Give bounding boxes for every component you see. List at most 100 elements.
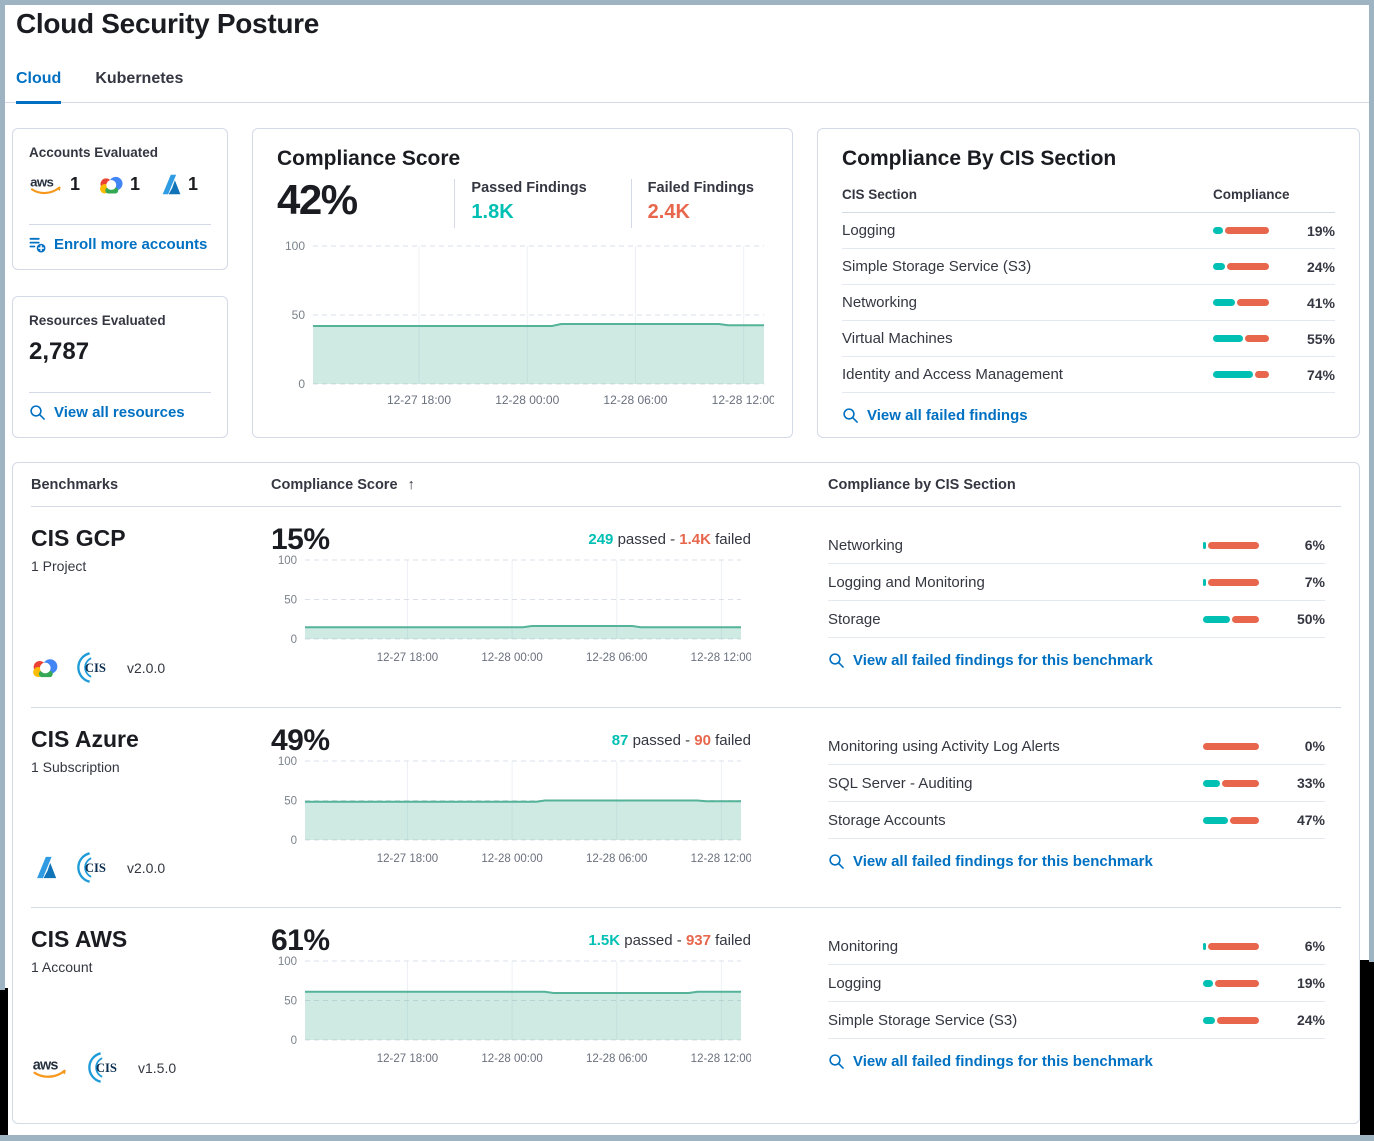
cis-section-row: Logging 19% xyxy=(842,213,1335,249)
findings-stats: Passed Findings 1.8K Failed Findings 2.4… xyxy=(454,179,754,228)
svg-text:12-28 00:00: 12-28 00:00 xyxy=(495,393,559,407)
benchmark-trend-chart: 0 50 100 12-27 18:00 12-28 00:00 12-28 06:00 1… xyxy=(271,756,816,868)
view-all-failed-findings-label: View all failed findings xyxy=(867,407,1028,424)
cis-aws-trend: 0 50 100 12-27 18:00 12-28 00:00 12-28 06:00 1… xyxy=(278,956,751,1065)
compliance-column-header: Compliance xyxy=(1213,187,1290,202)
section-name: Logging and Monitoring xyxy=(828,573,985,591)
benchmark-trend-chart: 0 50 100 12-27 18:00 12-28 00:00 12-28 06:00 1… xyxy=(271,956,816,1068)
benchmark-scope: 1 Subscription xyxy=(31,759,120,775)
cis-table-header: CIS Section Compliance xyxy=(842,187,1335,213)
cis-section-name: Logging xyxy=(842,222,896,239)
search-icon xyxy=(29,404,46,421)
gcp-icon xyxy=(33,659,58,678)
bar-failed-segment xyxy=(1203,742,1259,750)
bar-failed-segment xyxy=(1244,335,1269,342)
compliance-percentage: 6% xyxy=(1304,938,1325,954)
benchmarks-column-header: Benchmarks xyxy=(31,476,119,493)
compliance-percentage: 24% xyxy=(1296,1012,1325,1028)
resources-evaluated-title: Resources Evaluated xyxy=(29,313,166,328)
overall-compliance-trend: 0 50 100 12-27 18:00 12-28 00:00 12-28 06:00 1… xyxy=(285,239,774,407)
compliance-bar xyxy=(1213,299,1269,306)
benchmark-score: 15% xyxy=(271,523,330,556)
section-name: Monitoring xyxy=(828,937,899,955)
svg-text:12-28 06:00: 12-28 06:00 xyxy=(603,393,667,407)
benchmark-trend-chart: 0 50 100 12-27 18:00 12-28 00:00 12-28 06:00 1… xyxy=(271,555,816,667)
compliance-bar xyxy=(1203,615,1259,623)
compliance-percentage: 19% xyxy=(1306,222,1335,239)
bar-failed-segment xyxy=(1255,371,1269,378)
cis-section-row: Networking 41% xyxy=(842,285,1335,321)
svg-text:50: 50 xyxy=(292,308,306,322)
section-name: Monitoring using Activity Log Alerts xyxy=(828,737,1060,755)
svg-text:50: 50 xyxy=(284,996,297,1008)
cis-section-compliance: 41% xyxy=(1213,295,1335,311)
benchmark-sections: Monitoring 6% Logging 19% Simple Storage… xyxy=(816,926,1341,1087)
bar-failed-segment xyxy=(1208,942,1259,950)
compliance-bar xyxy=(1213,263,1269,270)
view-failed-findings-benchmark-link[interactable]: View all failed findings for this benchm… xyxy=(828,1053,1325,1070)
cis-section-name: Simple Storage Service (S3) xyxy=(842,258,1032,275)
benchmark-version: v2.0.0 xyxy=(127,659,166,676)
window-frame-right xyxy=(1369,0,1374,962)
benchmark-score: 49% xyxy=(271,724,330,757)
view-all-resources-link[interactable]: View all resources xyxy=(29,404,211,421)
compliance-percentage: 55% xyxy=(1306,330,1335,347)
provider-count-value: 1 xyxy=(70,174,81,194)
view-failed-findings-benchmark-link[interactable]: View all failed findings for this benchm… xyxy=(828,652,1325,669)
compliance-bar xyxy=(1213,227,1269,234)
bar-failed-segment xyxy=(1232,615,1259,623)
section-name: Storage xyxy=(828,610,881,628)
compliance-percentage: 7% xyxy=(1304,574,1325,590)
failed-findings-value: 2.4K xyxy=(647,201,690,223)
cis-section-rows: Logging 19% Simple Storage Service (S3) … xyxy=(842,213,1335,393)
benchmark-sections: Networking 6% Logging and Monitoring 7% … xyxy=(816,525,1341,687)
bar-passed-segment xyxy=(1203,816,1229,824)
tab-cloud[interactable]: Cloud xyxy=(16,70,62,104)
window-frame-top xyxy=(0,0,1374,5)
bar-failed-segment xyxy=(1227,263,1269,270)
compliance-score-column-header[interactable]: Compliance Score ↑ xyxy=(271,477,816,493)
benchmark-info: CIS GCP 1 Project CIS v2.0.0 xyxy=(31,525,271,687)
svg-text:12-28 00:00: 12-28 00:00 xyxy=(481,1053,542,1065)
passed-findings-stat: Passed Findings 1.8K xyxy=(454,179,587,228)
enroll-more-accounts-label: Enroll more accounts xyxy=(54,236,208,253)
failed-count: 1.4K xyxy=(679,531,711,548)
svg-text:100: 100 xyxy=(278,956,297,968)
benchmark-section-row: Logging and Monitoring 7% xyxy=(828,564,1325,601)
accounts-evaluated-title: Accounts Evaluated xyxy=(29,145,159,160)
view-all-failed-findings-link[interactable]: View all failed findings xyxy=(842,407,1335,424)
svg-text:12-28 12:00: 12-28 12:00 xyxy=(712,393,774,407)
view-failed-findings-benchmark-link[interactable]: View all failed findings for this benchm… xyxy=(828,853,1325,870)
compliance-percentage: 47% xyxy=(1296,812,1325,828)
benchmark-info: CIS AWS 1 Account aws CIS v1.5.0 xyxy=(31,926,271,1087)
section-compliance: 0% xyxy=(1203,738,1325,754)
svg-text:CIS: CIS xyxy=(85,661,106,675)
section-compliance: 33% xyxy=(1203,775,1325,791)
compliance-bar xyxy=(1203,1016,1259,1024)
search-icon xyxy=(843,408,858,423)
benchmark-score-line: 49% 87 passed - 90 failed xyxy=(271,726,751,756)
tabs-divider xyxy=(0,102,1374,103)
compliance-bar xyxy=(1203,742,1259,750)
benchmark-section-row: SQL Server - Auditing 33% xyxy=(828,765,1325,802)
failed-findings-stat: Failed Findings 2.4K xyxy=(630,179,754,228)
bar-passed-segment xyxy=(1203,615,1230,623)
cis-section-name: Networking xyxy=(842,294,918,311)
svg-text:CIS: CIS xyxy=(96,1061,117,1075)
bar-failed-segment xyxy=(1208,541,1259,549)
overall-compliance-score: 42% xyxy=(277,176,358,223)
benchmark-section-row: Networking 6% xyxy=(828,527,1325,564)
passed-findings-label: Passed Findings xyxy=(471,180,587,196)
page-title: Cloud Security Posture xyxy=(16,8,320,39)
section-compliance: 50% xyxy=(1203,611,1325,627)
svg-text:aws: aws xyxy=(30,174,53,189)
enroll-more-accounts-link[interactable]: Enroll more accounts xyxy=(29,236,211,253)
cis-section-compliance: 55% xyxy=(1213,331,1335,347)
bar-passed-segment xyxy=(1203,779,1221,787)
tab-kubernetes[interactable]: Kubernetes xyxy=(95,70,184,87)
aws-icon: aws xyxy=(30,174,61,195)
svg-text:12-28 06:00: 12-28 06:00 xyxy=(586,1053,647,1065)
bar-passed-segment xyxy=(1203,578,1206,586)
gcp-icon xyxy=(100,176,123,194)
enroll-accounts-icon xyxy=(29,236,46,253)
